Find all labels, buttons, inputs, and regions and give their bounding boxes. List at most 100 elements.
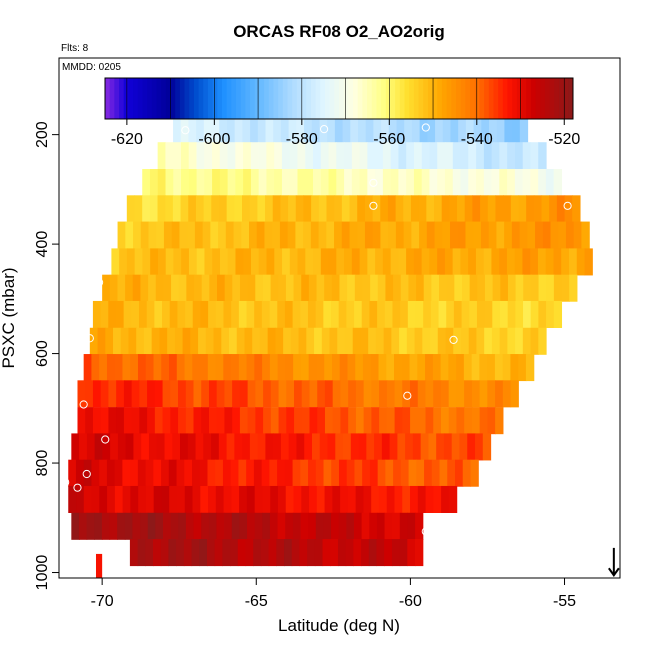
data-point — [563, 201, 572, 210]
heatmap-cell — [315, 512, 325, 540]
heatmap-cell — [242, 195, 251, 223]
colorbar-segment — [488, 78, 494, 119]
heatmap-cell — [122, 485, 131, 513]
heatmap-cell — [329, 327, 338, 355]
heatmap-cell — [336, 142, 345, 170]
heatmap-cell — [274, 169, 283, 197]
data-points — [61, 123, 594, 536]
heatmap-cell — [160, 539, 170, 567]
heatmap-cell — [491, 327, 501, 355]
heatmap-cell — [433, 380, 442, 408]
heatmap-cell — [192, 300, 202, 328]
heatmap-cell — [511, 221, 521, 249]
colorbar-segment — [315, 78, 321, 119]
heatmap-cell — [338, 512, 347, 540]
heatmap-cell — [443, 433, 453, 461]
heatmap-cell — [100, 380, 110, 408]
heatmap-cell — [198, 327, 207, 355]
heatmap-cell — [468, 327, 478, 355]
heatmap-cell — [368, 327, 377, 355]
heatmap-cell — [299, 539, 308, 567]
heatmap-cell — [553, 300, 563, 328]
heatmap-cell — [167, 327, 176, 355]
heatmap-cell — [323, 459, 332, 487]
heatmap-cell — [76, 485, 85, 513]
heatmap-cell — [254, 512, 263, 540]
heatmap-cell — [424, 459, 433, 487]
colorbar-segment — [123, 78, 129, 119]
heatmap-cell — [123, 300, 132, 328]
colorbar-segment — [348, 78, 354, 119]
heatmap-cell — [249, 195, 258, 223]
heatmap-cell — [117, 512, 126, 540]
heatmap-cell — [391, 327, 400, 355]
heatmap-cell — [109, 512, 118, 540]
heatmap-cell — [344, 248, 353, 276]
heatmap-cell — [332, 485, 341, 513]
heatmap-cell — [270, 380, 280, 408]
heatmap-cell — [99, 354, 108, 382]
heatmap-cell — [336, 169, 345, 197]
colorbar-segment — [484, 78, 490, 119]
heatmap-cell — [429, 142, 438, 170]
heatmap-cell — [346, 512, 355, 540]
colorbar-segment — [460, 78, 466, 119]
colorbar-segment — [381, 78, 387, 119]
colorbar-segment — [390, 78, 396, 119]
colorbar-tick-label: -560 — [373, 131, 405, 148]
heatmap-cell — [162, 407, 171, 435]
heatmap-cell — [359, 169, 368, 197]
heatmap-cell — [507, 327, 516, 355]
colorbar-segment — [367, 78, 373, 119]
colorbar-segment — [119, 78, 125, 119]
heatmap-cell — [163, 221, 173, 249]
colorbar-segment — [451, 78, 457, 119]
heatmap-cell — [530, 248, 539, 276]
heatmap-cell — [149, 195, 159, 223]
heatmap-cell — [214, 539, 223, 567]
heatmap-cell — [476, 169, 485, 197]
colorbar-segment — [320, 78, 326, 119]
heatmap-cell — [373, 115, 382, 143]
heatmap-cell — [444, 248, 454, 276]
heatmap-cell — [297, 142, 306, 170]
heatmap-cell — [150, 248, 159, 276]
heatmap-cell — [361, 539, 370, 567]
heatmap-cell — [369, 512, 378, 540]
heatmap-cell — [255, 274, 264, 302]
heatmap-cell — [300, 459, 309, 487]
heatmap-cell — [461, 300, 470, 328]
heatmap-cell — [265, 195, 274, 223]
heatmap-cell — [222, 459, 232, 487]
colorbar-segment — [516, 78, 523, 119]
heatmap-cell — [370, 354, 380, 382]
colorbar-segment — [161, 78, 167, 119]
heatmap-cell — [314, 539, 324, 567]
data-point — [94, 278, 104, 287]
heatmap-cell — [382, 142, 392, 170]
heatmap-cell — [169, 485, 178, 513]
heatmap-cell — [161, 354, 170, 382]
heatmap-cell — [538, 327, 547, 355]
colorbar-segment — [526, 78, 532, 119]
heatmap-cell — [205, 327, 215, 355]
heatmap-cell — [185, 407, 195, 435]
heatmap-cell — [255, 380, 264, 408]
colorbar-segment — [385, 78, 391, 119]
heatmap-cell — [460, 169, 469, 197]
heatmap-cell — [232, 407, 241, 435]
colorbar-segment — [306, 78, 312, 119]
heatmap-cell — [94, 512, 103, 540]
colorbar-segment — [147, 78, 153, 119]
heatmap-cell — [487, 380, 496, 408]
heatmap-cell — [307, 300, 317, 328]
heatmap-cell — [481, 115, 490, 143]
heatmap-cell — [324, 407, 334, 435]
heatmap-cell — [430, 300, 440, 328]
heatmap-cell — [298, 327, 307, 355]
heatmap-cell — [282, 248, 291, 276]
colorbar-segment — [413, 78, 420, 119]
heatmap-cell — [462, 274, 471, 302]
heatmap-cell — [304, 433, 313, 461]
colorbar-segment — [189, 78, 195, 119]
